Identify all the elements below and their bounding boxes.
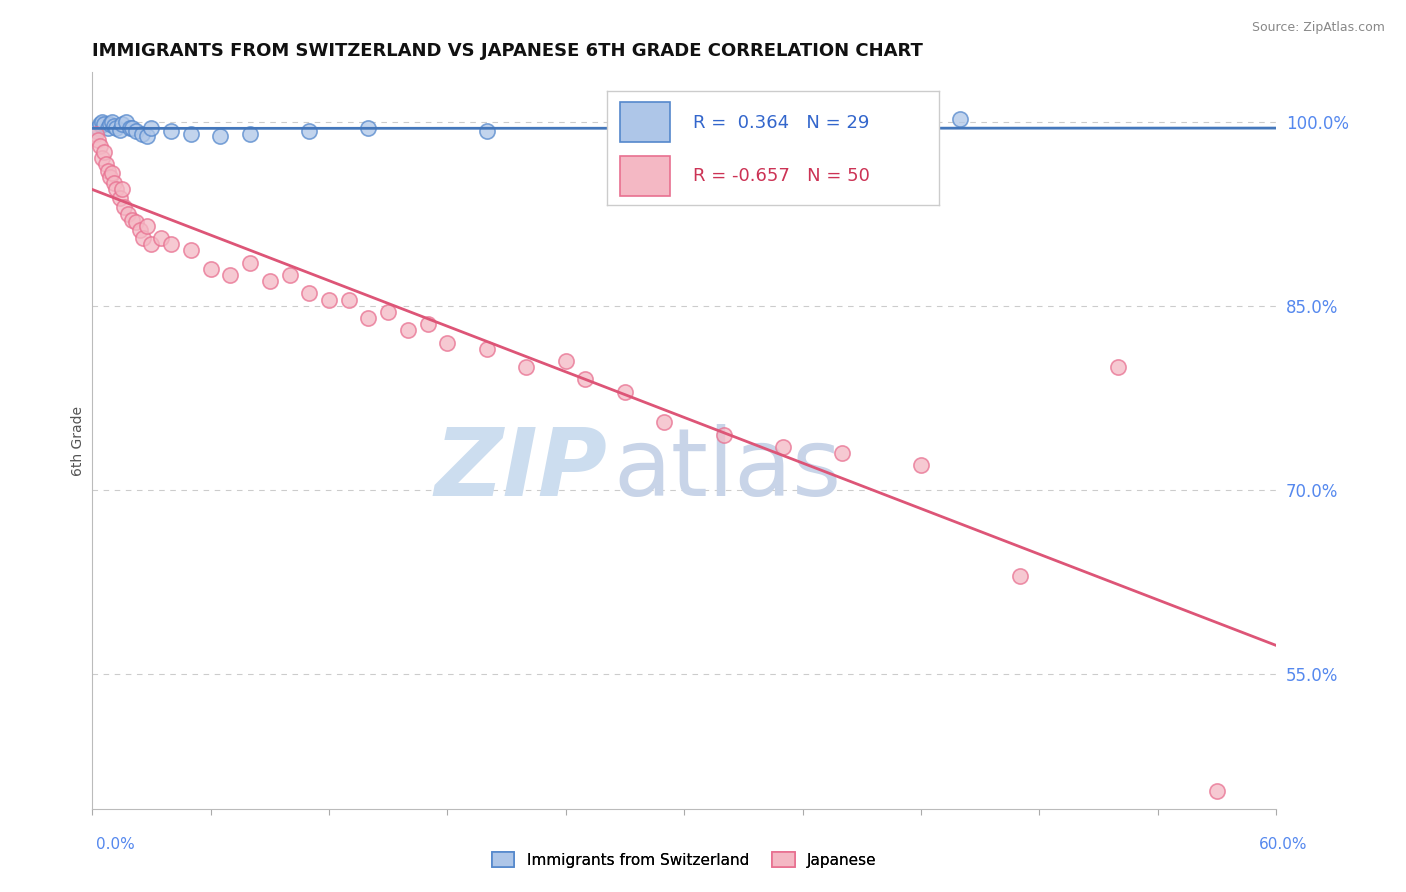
Point — [87, 120, 110, 135]
Point — [416, 317, 439, 331]
Point — [772, 127, 794, 141]
Point — [298, 124, 321, 138]
Point — [97, 120, 120, 135]
Y-axis label: 6th Grade: 6th Grade — [72, 406, 86, 475]
Point — [150, 231, 173, 245]
Point — [219, 268, 242, 282]
Point — [239, 127, 262, 141]
Point — [114, 114, 136, 128]
Point — [713, 427, 735, 442]
Point — [613, 384, 636, 399]
Point — [101, 114, 124, 128]
Point — [108, 123, 131, 137]
Point — [124, 124, 146, 138]
Point — [89, 117, 111, 131]
Point — [278, 268, 301, 282]
Point — [98, 169, 121, 184]
Point — [98, 117, 121, 131]
Point — [634, 120, 657, 135]
Point — [180, 244, 202, 258]
Point — [141, 120, 163, 135]
Point — [654, 415, 676, 429]
Point — [104, 182, 127, 196]
Point — [112, 201, 135, 215]
Point — [124, 215, 146, 229]
Point — [104, 120, 127, 135]
Point — [128, 222, 150, 236]
Point — [160, 124, 183, 138]
Point — [141, 237, 163, 252]
Text: atlas: atlas — [613, 425, 841, 516]
Point — [298, 286, 321, 301]
Point — [436, 335, 458, 350]
Point — [136, 219, 159, 233]
Point — [91, 152, 114, 166]
Point — [949, 112, 972, 126]
Point — [377, 305, 399, 319]
Point — [136, 129, 159, 144]
Point — [396, 323, 419, 337]
Point — [89, 139, 111, 153]
Point — [209, 129, 232, 144]
Point — [111, 117, 134, 131]
Point — [103, 176, 125, 190]
Point — [121, 212, 143, 227]
Point — [84, 124, 107, 138]
Point — [132, 231, 155, 245]
Point — [357, 120, 380, 135]
Point — [93, 117, 115, 131]
Point — [1206, 783, 1229, 797]
Text: 60.0%: 60.0% — [1260, 838, 1308, 852]
Point — [108, 191, 131, 205]
Point — [118, 120, 141, 135]
Point — [475, 124, 498, 138]
Point — [93, 145, 115, 160]
Point — [910, 458, 932, 473]
Text: ZIP: ZIP — [434, 425, 607, 516]
Point — [101, 166, 124, 180]
Point — [200, 261, 222, 276]
Point — [574, 372, 596, 386]
Text: 0.0%: 0.0% — [96, 838, 135, 852]
Point — [121, 120, 143, 135]
Point — [259, 274, 281, 288]
Point — [160, 237, 183, 252]
Point — [337, 293, 360, 307]
Point — [357, 310, 380, 325]
Point — [772, 440, 794, 454]
Point — [554, 354, 576, 368]
Point — [84, 127, 107, 141]
Point — [1107, 359, 1129, 374]
Text: Source: ZipAtlas.com: Source: ZipAtlas.com — [1251, 21, 1385, 34]
Point — [111, 182, 134, 196]
Point — [94, 157, 117, 171]
Point — [1008, 568, 1031, 582]
Legend: Immigrants from Switzerland, Japanese: Immigrants from Switzerland, Japanese — [492, 852, 877, 868]
Point — [180, 127, 202, 141]
Point — [475, 342, 498, 356]
Point — [239, 256, 262, 270]
Point — [103, 120, 125, 134]
Point — [515, 359, 537, 374]
Point — [97, 163, 120, 178]
Text: IMMIGRANTS FROM SWITZERLAND VS JAPANESE 6TH GRADE CORRELATION CHART: IMMIGRANTS FROM SWITZERLAND VS JAPANESE … — [93, 42, 924, 60]
Point — [318, 293, 340, 307]
Point — [117, 206, 139, 220]
Point — [131, 127, 153, 141]
Point — [91, 114, 114, 128]
Point — [87, 133, 110, 147]
Point — [831, 446, 853, 460]
